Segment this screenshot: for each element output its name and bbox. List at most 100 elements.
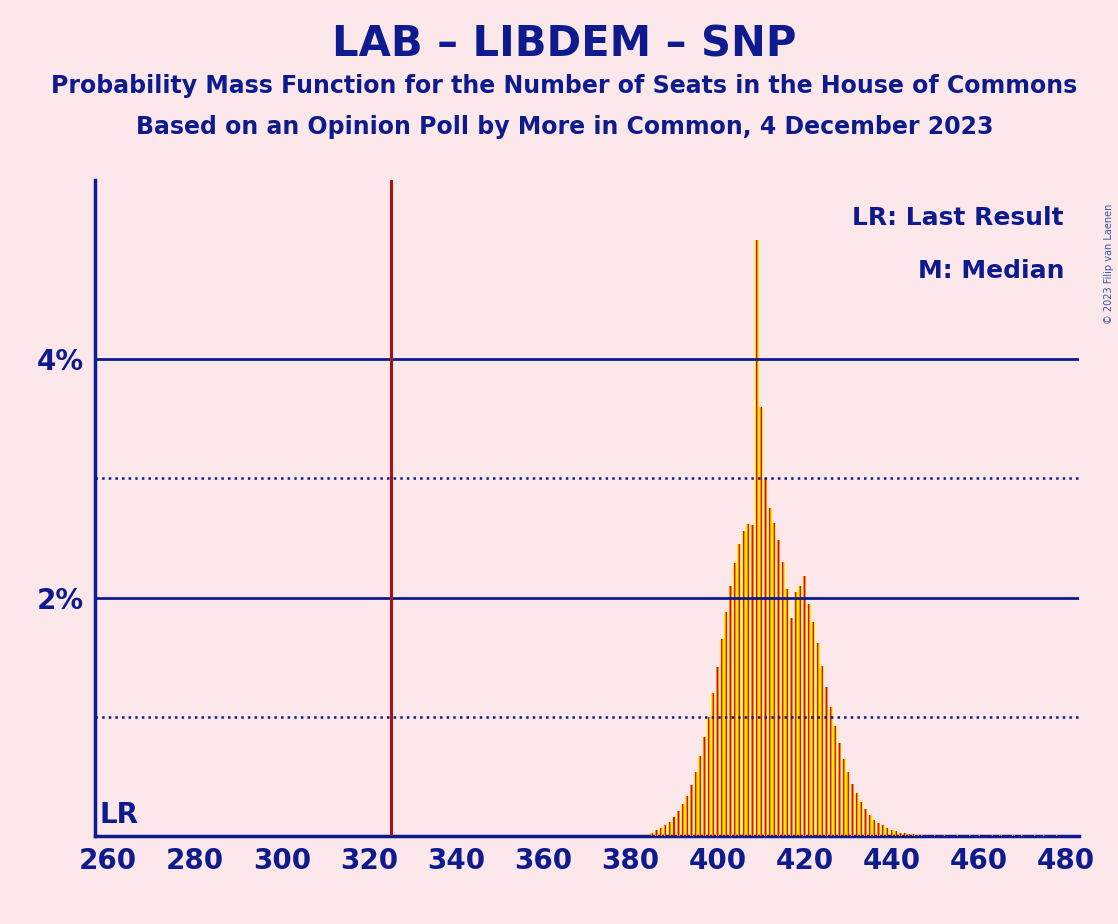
Bar [768,508,771,836]
Bar [830,708,832,836]
Bar [667,822,672,836]
Bar [733,563,736,836]
Bar [712,693,714,836]
Bar [868,815,872,836]
Bar [828,708,833,836]
Bar [777,541,779,836]
Bar [916,835,920,836]
Bar [660,828,662,836]
Bar [955,835,959,836]
Bar [855,794,858,836]
Bar [707,717,711,836]
Bar [777,541,780,836]
Bar [834,726,836,836]
Bar [911,833,916,836]
Bar [1057,835,1059,836]
Bar [864,808,866,836]
Bar [903,833,907,836]
Bar [847,772,850,836]
Bar [1021,835,1023,836]
Bar [821,665,823,836]
Bar [851,784,854,836]
Bar [891,831,893,836]
Bar [717,667,719,836]
Bar [702,737,707,836]
Bar [917,835,919,836]
Bar [881,825,884,836]
Bar [899,833,901,836]
Bar [798,586,802,836]
Bar [733,563,737,836]
Bar [686,796,689,836]
Bar [869,815,871,836]
Bar [821,665,824,836]
Bar [651,833,654,836]
Bar [699,757,701,836]
Bar [773,522,776,836]
Bar [812,622,815,836]
Bar [899,833,902,836]
Bar [716,667,719,836]
Bar [729,586,732,836]
Bar [746,524,750,836]
Bar [681,804,684,836]
Bar [998,835,1003,836]
Bar [655,831,659,836]
Bar [773,522,775,836]
Bar [846,772,850,836]
Bar [851,784,854,836]
Bar [682,804,684,836]
Bar [942,835,946,836]
Bar [804,577,806,836]
Bar [1012,835,1015,836]
Bar [991,835,993,836]
Bar [860,802,862,836]
Bar [999,835,1002,836]
Bar [789,618,794,836]
Bar [1043,835,1045,836]
Bar [781,562,785,836]
Bar [872,820,877,836]
Bar [694,772,698,836]
Bar [816,643,819,836]
Bar [1013,835,1015,836]
Text: © 2023 Filip van Laenen: © 2023 Filip van Laenen [1105,203,1114,323]
Bar [664,825,666,836]
Bar [1042,835,1046,836]
Bar [764,479,767,836]
Bar [833,726,837,836]
Bar [781,562,784,836]
Bar [864,808,868,836]
Bar [968,835,972,836]
Bar [799,586,802,836]
Bar [750,525,755,836]
Bar [678,811,680,836]
Bar [655,831,657,836]
Bar [726,612,728,836]
Bar [759,407,762,836]
Bar [673,817,675,836]
Bar [882,825,884,836]
Bar [903,833,906,836]
Bar [699,757,702,836]
Bar [721,639,723,836]
Bar [694,772,697,836]
Bar [708,717,710,836]
Bar [934,835,937,836]
Text: Probability Mass Function for the Number of Seats in the House of Commons: Probability Mass Function for the Number… [51,74,1078,98]
Bar [890,831,893,836]
Bar [790,618,793,836]
Bar [785,590,789,836]
Bar [894,832,897,836]
Bar [755,240,759,836]
Bar [742,531,746,836]
Bar [838,743,841,836]
Bar [907,833,911,836]
Text: LR: Last Result: LR: Last Result [853,206,1064,230]
Bar [651,833,653,836]
Bar [825,687,828,836]
Text: M: Median: M: Median [918,259,1064,283]
Bar [887,828,889,836]
Bar [685,796,689,836]
Bar [843,759,845,836]
